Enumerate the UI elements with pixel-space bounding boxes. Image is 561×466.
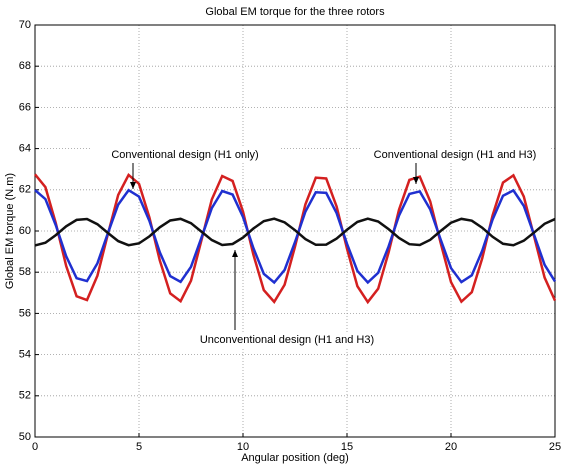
- arrow-head: [130, 182, 136, 189]
- y-axis-label: Global EM torque (N.m): [4, 173, 16, 289]
- chart-title: Global EM torque for the three rotors: [205, 6, 385, 18]
- x-tick-label: 0: [32, 441, 38, 453]
- annotation-bg: [192, 332, 382, 348]
- arrow-head: [413, 177, 419, 184]
- annotation: Unconventional design (H1 and H3): [200, 334, 374, 346]
- x-tick-label: 15: [341, 441, 353, 453]
- x-axis-label: Angular position (deg): [241, 452, 349, 464]
- x-tick-label: 10: [237, 441, 249, 453]
- y-tick-label: 64: [19, 143, 31, 155]
- y-tick-label: 52: [19, 390, 31, 402]
- y-tick-label: 54: [19, 349, 31, 361]
- y-tick-label: 68: [19, 60, 31, 72]
- x-tick-label: 5: [136, 441, 142, 453]
- y-tick-label: 70: [19, 19, 31, 31]
- x-tick-label: 25: [549, 441, 561, 453]
- x-tick-label: 20: [445, 441, 457, 453]
- annotation: Conventional design (H1 and H3): [374, 149, 537, 161]
- series-line: [34, 188, 557, 285]
- arrow-head: [232, 250, 238, 257]
- y-tick-label: 60: [19, 225, 31, 237]
- series-line: [34, 217, 556, 247]
- y-tick-label: 50: [19, 431, 31, 443]
- y-tick-label: 62: [19, 184, 31, 196]
- annotation-bg: [90, 147, 280, 163]
- annotation-bg: [360, 147, 550, 163]
- series-line: [34, 172, 557, 305]
- plot-frame: [34, 24, 556, 438]
- y-tick-label: 66: [19, 101, 31, 113]
- y-tick-label: 56: [19, 307, 31, 319]
- y-tick-label: 58: [19, 266, 31, 278]
- annotation: Conventional design (H1 only): [111, 149, 258, 161]
